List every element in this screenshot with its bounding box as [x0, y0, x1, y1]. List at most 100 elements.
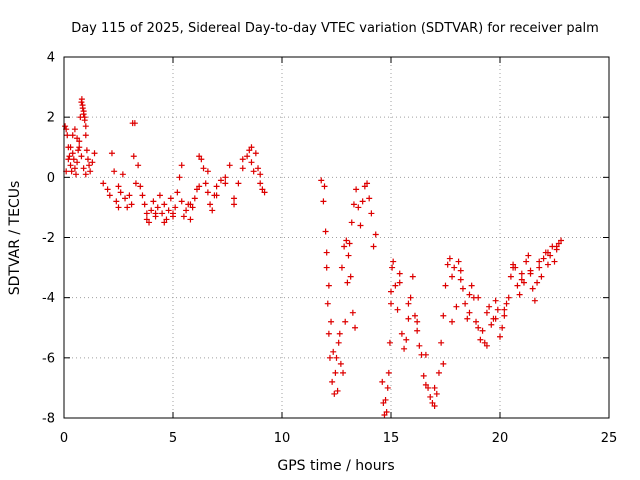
- data-point: [191, 195, 198, 202]
- data-point: [167, 195, 174, 202]
- data-point: [481, 339, 488, 346]
- data-point: [130, 153, 137, 160]
- data-point: [379, 378, 386, 385]
- data-point: [82, 132, 89, 139]
- data-point: [337, 360, 344, 367]
- data-point: [390, 258, 397, 265]
- data-point: [204, 168, 211, 175]
- data-point: [416, 342, 423, 349]
- x-tick-label: 5: [169, 431, 177, 446]
- data-point: [137, 183, 144, 190]
- data-point: [409, 273, 416, 280]
- data-point: [396, 279, 403, 286]
- data-point: [231, 195, 238, 202]
- data-point: [325, 282, 332, 289]
- data-point: [501, 312, 508, 319]
- data-point: [82, 171, 89, 178]
- data-point: [246, 147, 253, 154]
- y-tick-label: -6: [42, 351, 55, 366]
- data-point: [361, 183, 368, 190]
- data-point: [407, 294, 414, 301]
- data-point: [468, 282, 475, 289]
- data-point: [74, 135, 81, 142]
- data-point: [446, 255, 453, 262]
- data-point: [488, 321, 495, 328]
- data-point: [551, 258, 558, 265]
- data-point: [183, 207, 190, 214]
- data-point: [331, 390, 338, 397]
- data-point: [336, 330, 343, 337]
- data-point: [444, 261, 451, 268]
- data-point: [119, 171, 126, 178]
- data-point: [518, 276, 525, 283]
- data-point: [255, 165, 262, 172]
- data-point: [259, 186, 266, 193]
- data-point: [320, 198, 327, 205]
- data-point: [71, 126, 78, 133]
- data-point: [440, 312, 447, 319]
- data-point: [364, 180, 371, 187]
- data-point: [403, 336, 410, 343]
- x-axis-label: GPS time / hours: [277, 458, 394, 474]
- data-point: [442, 282, 449, 289]
- data-point: [401, 345, 408, 352]
- data-point: [180, 213, 187, 220]
- data-point: [382, 396, 389, 403]
- data-point: [523, 258, 530, 265]
- data-point: [529, 285, 536, 292]
- data-point: [322, 228, 329, 235]
- data-point: [527, 270, 534, 277]
- data-point: [414, 327, 421, 334]
- data-point: [335, 339, 342, 346]
- data-point: [494, 306, 501, 313]
- data-point: [440, 360, 447, 367]
- x-tick-label: 20: [492, 431, 509, 446]
- data-point: [100, 180, 107, 187]
- data-point: [394, 306, 401, 313]
- data-point: [334, 387, 341, 394]
- data-point: [338, 264, 345, 271]
- y-tick-label: -2: [42, 231, 55, 246]
- data-point: [323, 264, 330, 271]
- data-point: [78, 153, 85, 160]
- data-point: [553, 243, 560, 250]
- data-point: [91, 150, 98, 157]
- data-point: [514, 282, 521, 289]
- x-tick-label: 25: [601, 431, 618, 446]
- data-point: [427, 393, 434, 400]
- data-point: [62, 123, 69, 130]
- data-point: [111, 168, 118, 175]
- data-point: [510, 264, 517, 271]
- data-point: [348, 219, 355, 226]
- data-point: [200, 165, 207, 172]
- data-point: [398, 330, 405, 337]
- data-point: [176, 174, 183, 181]
- data-point: [547, 252, 554, 259]
- data-point: [231, 201, 238, 208]
- data-point: [67, 144, 74, 151]
- data-point: [65, 156, 72, 163]
- data-point: [405, 300, 412, 307]
- data-point: [146, 219, 153, 226]
- data-point: [148, 207, 155, 214]
- data-point: [108, 150, 115, 157]
- data-point: [462, 300, 469, 307]
- data-point: [385, 369, 392, 376]
- data-point: [156, 192, 163, 199]
- data-point: [520, 279, 527, 286]
- data-point: [516, 291, 523, 298]
- data-point: [143, 216, 150, 223]
- data-point: [170, 213, 176, 220]
- data-point: [389, 264, 396, 271]
- data-point: [128, 201, 135, 208]
- data-point: [207, 201, 214, 208]
- data-point: [106, 192, 113, 199]
- data-point: [161, 219, 168, 226]
- data-point: [321, 183, 328, 190]
- data-point: [449, 273, 456, 280]
- data-point: [540, 255, 547, 262]
- data-point: [333, 354, 340, 361]
- data-point: [435, 369, 442, 376]
- data-point: [366, 195, 373, 202]
- data-point: [431, 402, 438, 409]
